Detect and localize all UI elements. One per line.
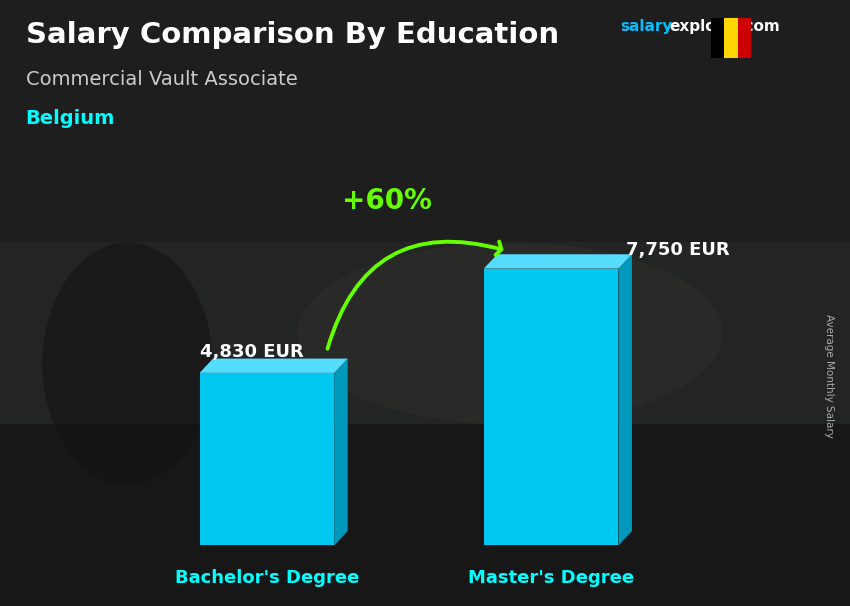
Polygon shape [334, 359, 348, 545]
Bar [0, 242, 850, 424]
Text: Average Monthly Salary: Average Monthly Salary [824, 314, 834, 438]
Text: 7,750 EUR: 7,750 EUR [626, 241, 730, 259]
Text: Belgium: Belgium [26, 109, 115, 128]
Text: explorer.com: explorer.com [670, 19, 780, 35]
Polygon shape [200, 373, 334, 545]
Text: Salary Comparison By Education: Salary Comparison By Education [26, 21, 558, 49]
Text: Master's Degree: Master's Degree [468, 568, 634, 587]
Ellipse shape [298, 242, 722, 424]
Text: +60%: +60% [342, 187, 432, 215]
Ellipse shape [42, 242, 212, 485]
Bar [0, 0, 850, 242]
Text: salary: salary [620, 19, 673, 35]
Text: Commercial Vault Associate: Commercial Vault Associate [26, 70, 297, 88]
Text: Bachelor's Degree: Bachelor's Degree [175, 568, 359, 587]
Polygon shape [484, 268, 619, 545]
Polygon shape [484, 255, 632, 268]
Bar [0, 424, 850, 606]
Text: 4,830 EUR: 4,830 EUR [200, 344, 303, 361]
Polygon shape [619, 255, 632, 545]
Polygon shape [200, 359, 348, 373]
